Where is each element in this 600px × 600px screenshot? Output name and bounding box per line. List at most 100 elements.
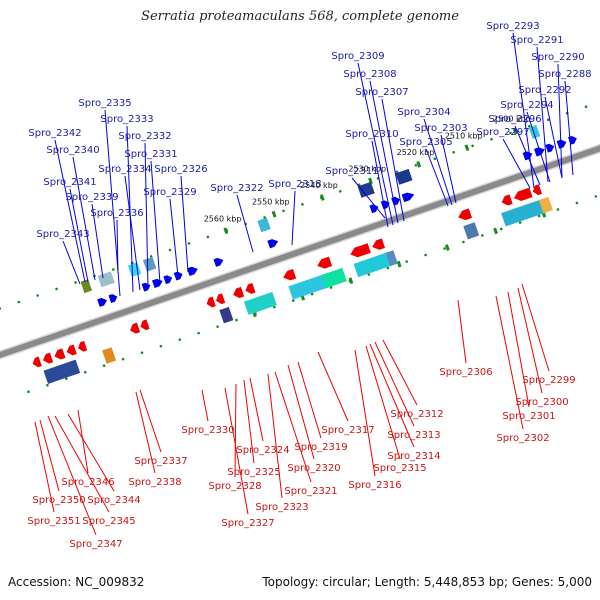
lower-guide-dot [291,299,295,302]
page-title: Serratia proteamaculans 568, complete ge… [141,9,459,24]
reverse-label-leader [297,361,322,439]
reverse-label-leader [39,419,60,492]
lower-guide-dot [159,344,163,348]
reverse-gene-arrow [66,344,77,356]
forward-label-leader [69,188,89,283]
lower-scale-tick [396,260,402,268]
forward-gene-label: Spro_2290 [531,52,584,63]
forward-label-leader [502,138,531,189]
upper-guide-dot [414,163,418,167]
reverse-gene-arrow [501,194,513,206]
reverse-gene-label: Spro_2346 [61,477,114,488]
upper-guide-dot [471,144,474,148]
lower-guide-dot [27,390,30,394]
forward-gene-label: Spro_2343 [36,229,89,240]
lower-guide-dot [594,195,598,198]
forward-label-leader [150,160,161,284]
forward-gene-arrow [391,196,401,206]
forward-gene-label: Spro_2292 [518,85,571,96]
forward-gene-label: Spro_2341 [43,177,96,188]
lower-scale-tick [493,227,498,235]
forward-label-leader [381,98,405,222]
forward-gene-label: Spro_2293 [486,21,539,32]
forward-gene-label: Spro_2304 [397,107,450,118]
upper-guide-dot [282,209,285,213]
forward-gene-arrow [533,147,545,157]
forward-label-leader [423,118,453,206]
upper-guide-dot [584,105,588,109]
reverse-label-leader [521,283,550,372]
reverse-label-leader [369,343,415,448]
reverse-label-leader [139,389,162,453]
upper-guide-dot [263,216,266,219]
forward-gene-label: Spro_2297 [476,127,529,138]
reverse-gene-label: Spro_2314 [387,451,440,462]
scale-label: 2500 kbp [493,115,531,124]
reverse-gene-arrow [372,238,386,250]
forward-gene-arrow [108,294,118,303]
lower-guide-dot [197,331,200,335]
forward-label-leader [291,190,296,246]
reverse-gene-label: Spro_2338 [128,477,181,488]
forward-gene-label: Spro_2331 [124,149,177,160]
reverse-gene-label: Spro_2345 [82,516,135,527]
upper-guide-dot [74,281,77,284]
reverse-gene-arrow [216,293,226,305]
upper-scale-tick [416,160,422,168]
forward-label-leader [425,148,449,207]
forward-label-leader [357,62,394,226]
reverse-domain-box [463,222,480,240]
lower-guide-dot [462,240,465,244]
lower-guide-dot [424,253,427,257]
reverse-label-leader [517,287,543,394]
upper-guide-dot [36,294,39,297]
lower-guide-dot [518,221,522,224]
reverse-gene-arrow [532,184,543,196]
reverse-gene-label: Spro_2301 [502,411,555,422]
reverse-gene-arrow [78,340,88,352]
upper-guide-dot [17,300,21,304]
forward-gene-label: Spro_2294 [500,100,553,111]
forward-gene-label: Spro_2340 [46,145,99,156]
forward-gene-label: Spro_2342 [28,128,81,139]
reverse-domain-box [243,291,277,315]
upper-guide-dot [112,268,115,271]
reverse-gene-arrow [233,286,245,298]
upper-guide-dot [338,190,342,193]
reverse-label-leader [249,377,264,442]
reverse-gene-label: Spro_2321 [284,486,337,497]
lower-guide-dot [481,234,484,237]
forward-domain-box [357,181,375,198]
upper-guide-dot [546,118,550,122]
forward-gene-arrow [186,266,198,276]
reverse-label-leader [374,341,415,427]
lower-guide-dot [537,214,541,218]
lower-guide-dot [329,286,333,289]
reverse-gene-label: Spro_2324 [236,445,289,456]
forward-label-leader [369,80,399,224]
reverse-label-leader [317,351,349,422]
reverse-domain-box [43,359,81,384]
forward-gene-label: Spro_2311 [325,166,378,177]
forward-label-leader [144,142,149,288]
reverse-gene-label: Spro_2320 [287,463,340,474]
lower-scale-tick [444,244,450,251]
forward-gene-label: Spro_2329 [143,187,196,198]
reverse-label-leader [507,291,530,408]
upper-guide-dot [433,157,437,161]
forward-label-leader [91,203,104,279]
forward-gene-label: Spro_2334 [98,164,151,175]
reverse-gene-arrow [140,319,150,331]
reverse-gene-arrow [54,348,66,360]
forward-gene-label: Spro_2310 [345,129,398,140]
forward-gene-label: Spro_2335 [78,98,131,109]
forward-domain-box [80,279,93,294]
forward-gene-label: Spro_2339 [65,192,118,203]
forward-gene-label: Spro_2322 [210,183,263,194]
reverse-gene-arrow [317,256,333,269]
forward-gene-label: Spro_2332 [118,131,171,142]
forward-gene-arrow [401,192,415,203]
reverse-label-leader [135,391,156,474]
